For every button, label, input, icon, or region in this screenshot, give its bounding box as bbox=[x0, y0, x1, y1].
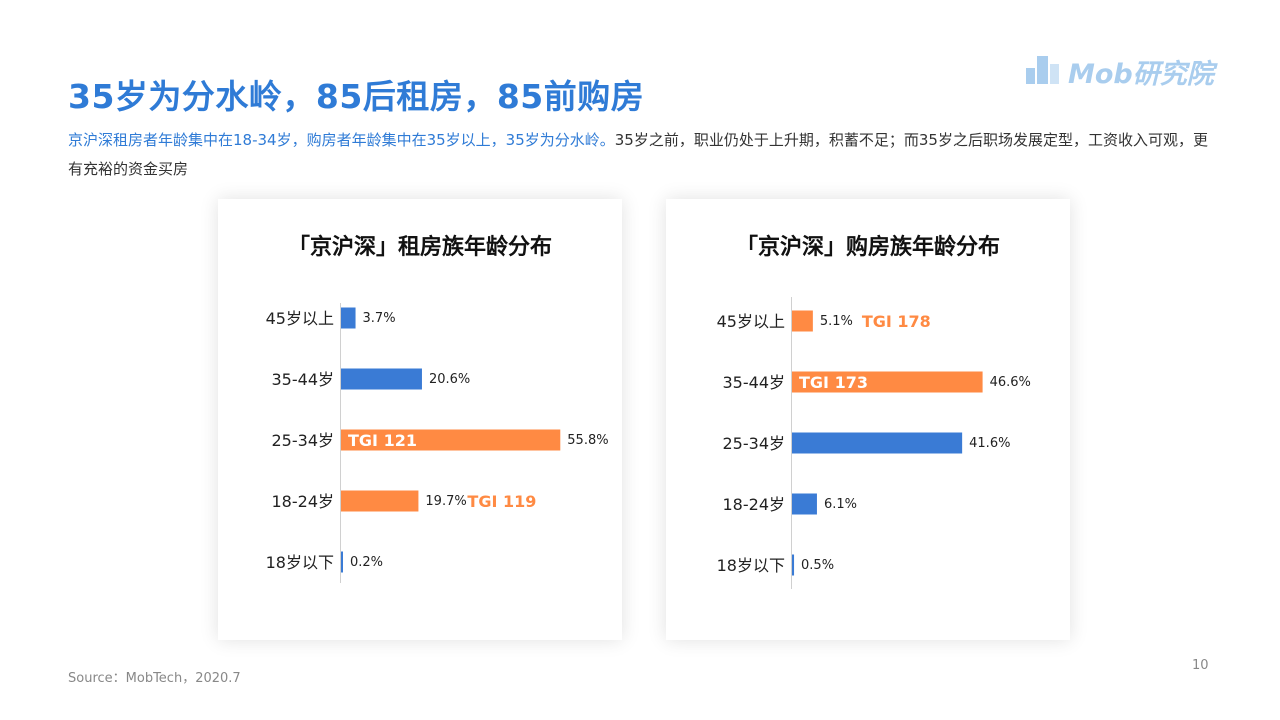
category-label: 45岁以上 bbox=[717, 312, 785, 331]
logo-text: Mob研究院 bbox=[1068, 59, 1214, 90]
building-logo-icon bbox=[1026, 56, 1059, 84]
category-label: 18-24岁 bbox=[723, 495, 786, 514]
category-label: 25-34岁 bbox=[272, 431, 335, 450]
buy-age-bar-chart: 45岁以上 TGI 178 5.1% 35-44岁 TGI 173 46.6% 25-34岁… bbox=[717, 297, 1031, 589]
bar bbox=[792, 432, 963, 454]
bar bbox=[792, 310, 813, 332]
value-label: 41.6% bbox=[969, 436, 1010, 451]
tgi-label: TGI 178 bbox=[862, 312, 931, 331]
category-label: 35-44岁 bbox=[272, 370, 335, 389]
bar bbox=[341, 490, 419, 512]
value-label: 20.6% bbox=[429, 372, 470, 387]
category-label: 18-24岁 bbox=[272, 492, 335, 511]
bar bbox=[341, 551, 343, 573]
tgi-label: TGI 173 bbox=[799, 373, 868, 392]
page-title: 35岁为分水岭，85后租房，85前购房 bbox=[68, 77, 645, 116]
tgi-label: TGI 119 bbox=[467, 492, 536, 511]
source-note: Source：MobTech，2020.7 bbox=[68, 671, 241, 686]
subtitle-highlight: 京沪深租房者年龄集中在18-34岁，购房者年龄集中在35岁以上，35岁为分水岭。 bbox=[68, 131, 615, 149]
value-label: 6.1% bbox=[824, 497, 857, 512]
category-label: 18岁以下 bbox=[266, 553, 334, 572]
mob-logo: Mob研究院 bbox=[1024, 44, 1214, 90]
tgi-label: TGI 121 bbox=[348, 431, 417, 450]
page-subtitle: 京沪深租房者年龄集中在18-34岁，购房者年龄集中在35岁以上，35岁为分水岭。… bbox=[68, 126, 1218, 184]
rent-chart-title: 「京沪深」租房族年龄分布 bbox=[287, 235, 552, 260]
bar bbox=[792, 493, 817, 515]
category-label: 35-44岁 bbox=[723, 373, 786, 392]
value-label: 19.7% bbox=[425, 494, 466, 509]
subtitle-rest: 35岁之前，职业仍处于上升期，积蓄不足；而35岁之后职场发展定型，工资收入可观，… bbox=[68, 131, 1208, 178]
value-label: 5.1% bbox=[820, 314, 853, 329]
value-label: 3.7% bbox=[363, 311, 396, 326]
value-label: 46.6% bbox=[990, 375, 1031, 390]
bar bbox=[792, 371, 983, 393]
category-label: 18岁以下 bbox=[717, 556, 785, 575]
rent-age-bar-chart: 45岁以上 3.7% 35-44岁 20.6% 25-34岁 TGI 121 55.8% 18… bbox=[266, 303, 609, 583]
bar bbox=[341, 368, 422, 390]
rent-chart-card: 「京沪深」租房族年龄分布 45岁以上 3.7% 35-44岁 20.6% 25-34岁 T… bbox=[218, 199, 622, 640]
buy-chart-card: 「京沪深」购房族年龄分布 45岁以上 TGI 178 5.1% 35-44岁 TGI 1… bbox=[666, 199, 1070, 640]
category-label: 45岁以上 bbox=[266, 309, 334, 328]
category-label: 25-34岁 bbox=[723, 434, 786, 453]
buy-chart-title: 「京沪深」购房族年龄分布 bbox=[735, 235, 1000, 260]
value-label: 0.5% bbox=[801, 558, 834, 573]
page-number: 10 bbox=[1192, 658, 1209, 673]
bar bbox=[341, 429, 561, 451]
bar bbox=[792, 554, 795, 576]
value-label: 0.2% bbox=[350, 555, 383, 570]
bar bbox=[341, 307, 356, 329]
value-label: 55.8% bbox=[567, 433, 608, 448]
